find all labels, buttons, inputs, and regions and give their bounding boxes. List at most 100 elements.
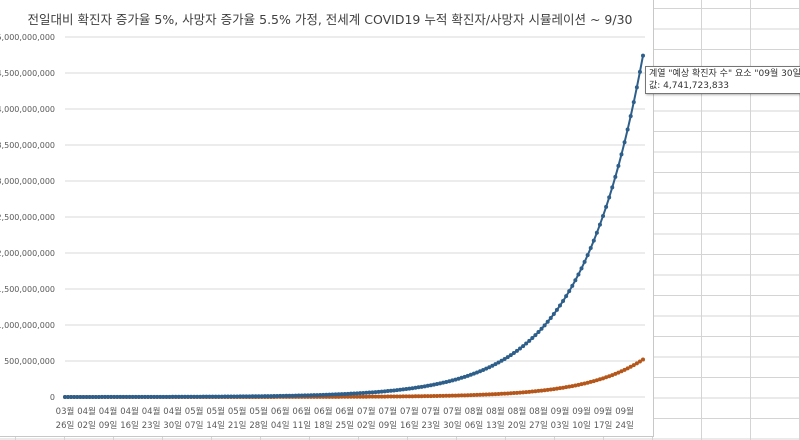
data-point (364, 390, 369, 395)
data-point (594, 378, 599, 383)
data-point (591, 238, 596, 243)
data-point (235, 394, 240, 399)
data-point (521, 344, 526, 349)
data-point (102, 394, 107, 399)
data-point (385, 394, 390, 399)
data-point (447, 379, 452, 384)
data-point (185, 394, 190, 399)
data-point (478, 392, 483, 397)
data-point (585, 253, 590, 258)
data-point (548, 316, 553, 321)
data-point (281, 393, 286, 398)
data-point (139, 394, 144, 399)
data-point (90, 394, 95, 399)
data-point (499, 358, 504, 363)
data-point (548, 387, 553, 392)
tooltip-series-line: 계열 "예상 확진자 수" 요소 "09월 30일" (649, 69, 800, 79)
x-tick-label-day: 13일 (486, 421, 505, 431)
data-point (597, 222, 602, 227)
data-point (158, 394, 163, 399)
data-point (551, 387, 556, 392)
data-point (582, 259, 587, 264)
data-point (407, 394, 412, 399)
x-tick-label-month: 06월 (314, 406, 333, 417)
data-point (348, 394, 353, 399)
data-point (330, 392, 335, 397)
data-point (588, 246, 593, 251)
data-point (530, 389, 535, 394)
data-point (444, 379, 449, 384)
x-tick-label-day: 28일 (249, 421, 268, 431)
x-tick-label-day: 23일 (142, 421, 161, 431)
x-tick-label-month: 09월 (594, 406, 613, 417)
y-tick-label: 2,500,000,000 (0, 213, 55, 222)
data-point (471, 371, 476, 376)
data-point (401, 387, 406, 392)
data-point (554, 386, 559, 391)
data-point (290, 393, 295, 398)
data-point (201, 394, 206, 399)
data-point (508, 391, 513, 396)
y-tick-label: 1,000,000,000 (0, 321, 55, 330)
data-point (109, 394, 114, 399)
x-tick-label-day: 30일 (443, 421, 462, 431)
data-point (573, 383, 578, 388)
data-point (321, 392, 326, 397)
data-point (391, 388, 396, 393)
data-point (416, 394, 421, 399)
x-tick-label-day: 04일 (271, 421, 290, 431)
x-tick-label-month: 04월 (120, 406, 139, 417)
data-point (533, 333, 538, 338)
data-point (410, 386, 415, 391)
chart-area[interactable]: 전일대비 확진자 증가율 5%, 사망자 증가율 5.5% 가정, 전세계 CO… (0, 0, 654, 437)
data-point (149, 394, 154, 399)
data-point (244, 394, 249, 399)
data-point (404, 394, 409, 399)
data-point (561, 298, 566, 303)
x-tick-label-month: 05월 (185, 406, 204, 417)
data-point (459, 393, 464, 398)
x-tick-label-month: 05월 (206, 406, 225, 417)
data-point (444, 393, 449, 398)
x-tick-label-month: 05월 (228, 406, 247, 417)
data-point (404, 387, 409, 392)
x-tick-label-day: 16일 (400, 421, 419, 431)
data-point (545, 387, 550, 392)
data-point (551, 312, 556, 317)
data-point (93, 394, 98, 399)
data-point (382, 394, 387, 399)
data-point (176, 394, 181, 399)
data-point (268, 394, 273, 399)
data-point (641, 357, 645, 362)
data-point (398, 387, 403, 392)
data-point (438, 393, 443, 398)
data-point (219, 394, 224, 399)
data-point (370, 394, 375, 399)
data-point (124, 394, 129, 399)
data-point (567, 289, 572, 294)
line-chart: 전일대비 확진자 증가율 5%, 사망자 증가율 5.5% 가정, 전세계 CO… (0, 12, 645, 431)
data-point (167, 394, 172, 399)
x-tick-label-month: 08월 (465, 406, 484, 417)
data-point (379, 394, 384, 399)
data-point (610, 185, 615, 190)
x-tick-label-day: 30일 (163, 421, 182, 431)
data-point (447, 393, 452, 398)
data-point (625, 127, 630, 132)
data-point (619, 369, 624, 374)
data-point (207, 394, 212, 399)
data-point (564, 385, 569, 390)
data-point (481, 392, 486, 397)
x-tick-label-day: 03일 (551, 421, 570, 431)
y-tick-label: 4,500,000,000 (0, 69, 55, 78)
data-point (407, 386, 412, 391)
data-point (388, 388, 393, 393)
data-point (594, 230, 599, 235)
data-point (634, 85, 639, 90)
data-point (333, 392, 338, 397)
x-tick-label-month: 07월 (357, 406, 376, 417)
data-point (634, 361, 639, 366)
data-point (453, 377, 458, 382)
x-tick-label-month: 07월 (400, 406, 419, 417)
data-point (305, 393, 310, 398)
